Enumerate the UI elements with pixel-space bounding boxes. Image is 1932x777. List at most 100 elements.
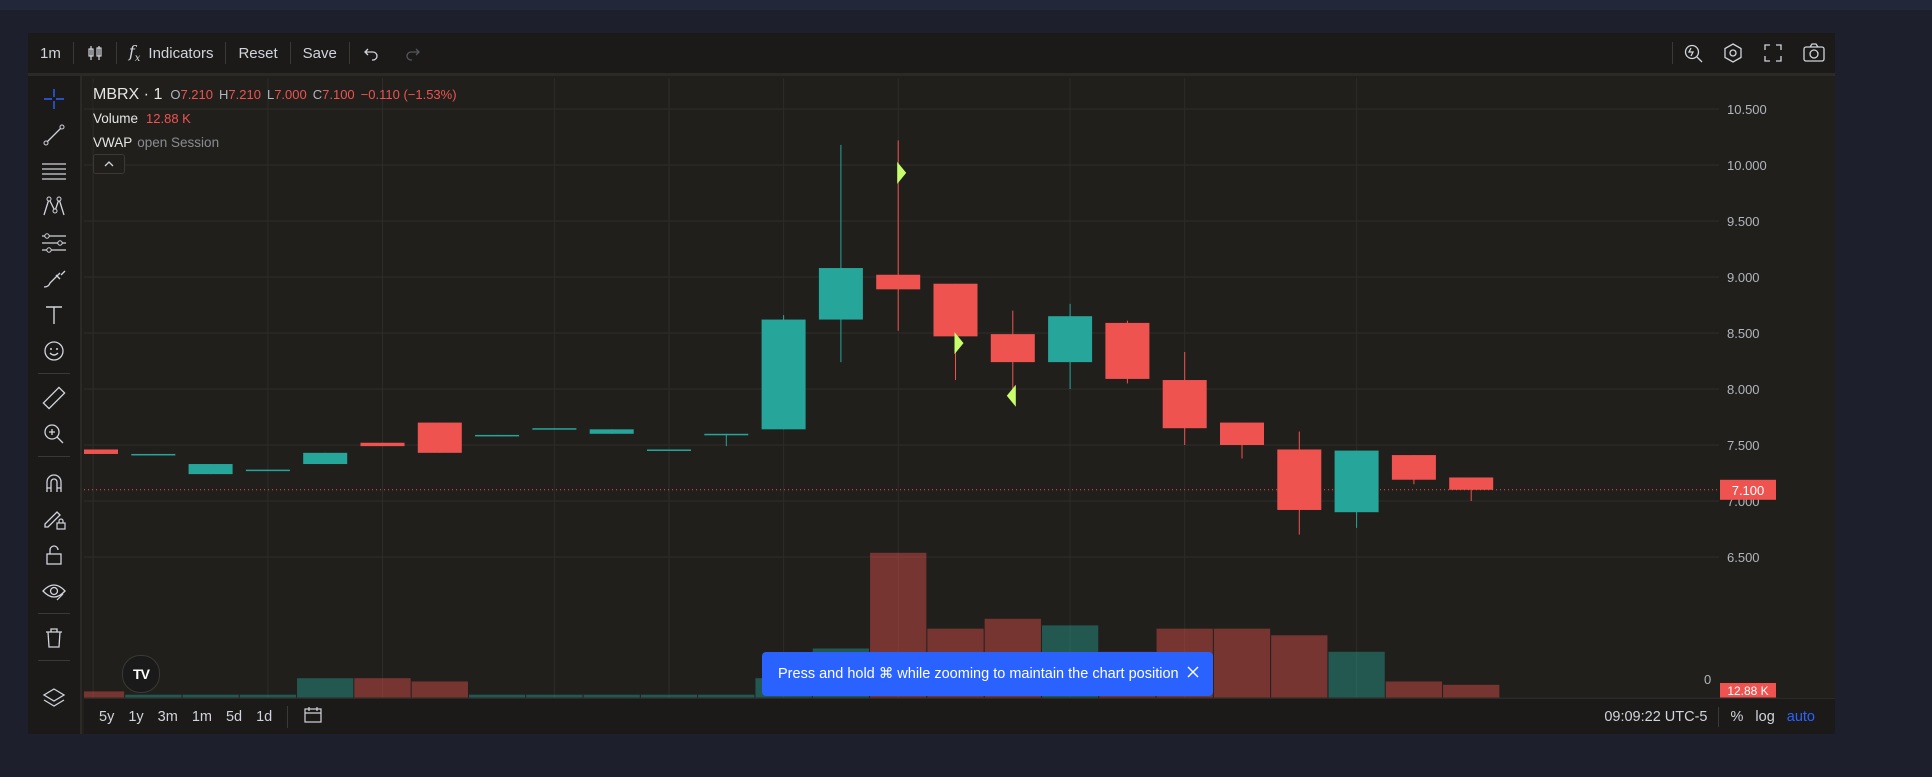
candle (1391, 455, 1436, 485)
bottom-right: 09:09:22 UTC-5 % log auto (1592, 699, 1815, 734)
toolbar-divider (348, 42, 350, 64)
lock-draw-tool[interactable] (40, 505, 68, 533)
log-toggle[interactable]: log (1755, 709, 1775, 725)
magnet-icon (46, 474, 62, 492)
toolbar-divider (38, 373, 70, 374)
legend-open-label: O (170, 87, 181, 102)
price-tick-label: 10.000 (1727, 158, 1767, 173)
projection-tool[interactable] (40, 229, 68, 257)
toolbar-right (1672, 33, 1835, 73)
candle (131, 453, 176, 456)
zoom-tool[interactable] (40, 420, 68, 448)
legend-symbol-row[interactable]: MBRX · 1 O 7.210 H 7.210 L 7.000 C 7.100 −0.… (93, 83, 463, 107)
layers-icon (42, 688, 66, 707)
reset-button[interactable]: Reset (226, 33, 289, 73)
legend-volume-row[interactable]: Volume 12.88 K (93, 107, 463, 131)
range-button-3m[interactable]: 3m (157, 709, 178, 725)
remove-drawings-tool[interactable] (40, 624, 68, 652)
candle (704, 433, 749, 447)
volume-bar (468, 694, 526, 698)
top-strip (0, 0, 1932, 10)
crosshair-tool[interactable] (40, 85, 68, 113)
magnet-tool[interactable] (40, 469, 68, 497)
auto-toggle[interactable]: auto (1786, 709, 1815, 725)
pattern-tool[interactable] (40, 193, 68, 221)
legend-collapse-button[interactable] (93, 154, 125, 174)
fib-tool[interactable] (40, 157, 68, 185)
last-volume-tag-label: 12.88 K (1727, 684, 1768, 698)
settings-button[interactable] (1713, 33, 1753, 73)
quick-search-button[interactable] (1673, 33, 1713, 73)
range-button-1m[interactable]: 1m (191, 709, 212, 725)
crosshair-icon (44, 89, 64, 109)
range-button-5d[interactable]: 5d (225, 709, 243, 725)
tradingview-logo[interactable]: TV (122, 655, 160, 693)
trade-marker (1006, 384, 1016, 407)
eye-icon (42, 584, 66, 601)
price-tick-label: 8.500 (1727, 326, 1760, 341)
candle (1449, 477, 1494, 501)
last-price-tag (1720, 479, 1776, 500)
range-button-5y[interactable]: 5y (99, 709, 115, 725)
candle-body (1449, 477, 1494, 490)
legend-vwap-args: open Session (137, 135, 220, 150)
volume-bar (1328, 651, 1385, 698)
text-icon (46, 306, 62, 324)
price-chart[interactable]: 10.500 10.000 9.500 9.000 8.500 8.000 7.500 7.0… (84, 78, 1779, 698)
trade-marker (954, 332, 964, 355)
clock-time[interactable]: 09:09:22 UTC-5 (1604, 709, 1708, 725)
emoji-tool[interactable] (40, 337, 68, 365)
chart-legend: MBRX · 1 O 7.210 H 7.210 L 7.000 C 7.100 −0.… (93, 83, 463, 155)
candle-body (1277, 449, 1322, 510)
candle (647, 449, 691, 451)
lock-tool[interactable] (40, 541, 68, 569)
candle (990, 310, 1035, 392)
bottom-toolbar: 5y 1y 3m 1m 5d 1d 09:09:22 UTC-5 % log auto (84, 698, 1835, 734)
go-to-date-button[interactable] (296, 706, 330, 728)
candle (589, 429, 634, 434)
candle-body (245, 469, 290, 472)
legend-vwap-row[interactable]: VWAP open Session (93, 131, 463, 155)
legend-high: 7.210 (228, 87, 261, 102)
visibility-tool[interactable] (40, 577, 68, 605)
chart-widget: 1m fx Indicators Reset Save (28, 33, 1835, 734)
brush-tool[interactable] (40, 265, 68, 293)
lock-icon (46, 545, 62, 565)
volume-bar (411, 681, 468, 698)
text-tool[interactable] (40, 301, 68, 329)
price-tick-label: 7.500 (1727, 438, 1760, 453)
ruler-tool[interactable] (40, 384, 68, 412)
candle (1048, 303, 1093, 389)
object-tree-tool[interactable] (40, 684, 68, 712)
snapshot-button[interactable] (1793, 33, 1835, 73)
candle (1334, 450, 1379, 528)
candle (245, 469, 290, 472)
percent-toggle[interactable]: % (1730, 709, 1744, 725)
redo-button[interactable] (392, 33, 434, 73)
toolbar-divider (1672, 42, 1673, 64)
undo-button[interactable] (350, 33, 392, 73)
legend-volume-value: 12.88 K (146, 111, 191, 126)
chart-type-button[interactable] (74, 33, 116, 73)
range-button-1d[interactable]: 1d (256, 709, 273, 725)
candle-body (303, 452, 348, 465)
top-toolbar: 1m fx Indicators Reset Save (28, 33, 1835, 76)
projection-icon (42, 233, 66, 253)
save-button[interactable]: Save (291, 33, 349, 73)
fx-icon: fx (128, 41, 141, 65)
candle (933, 283, 978, 381)
legend-close-label: C (312, 87, 323, 102)
interval-button[interactable]: 1m (28, 33, 73, 73)
legend-high-label: H (219, 87, 229, 102)
candle-body (532, 428, 577, 430)
range-button-1y[interactable]: 1y (128, 709, 144, 725)
fullscreen-button[interactable] (1753, 33, 1793, 73)
candle-body (990, 334, 1035, 363)
tv-logo-icon: TV (133, 666, 150, 682)
price-tick-label: 9.000 (1727, 270, 1760, 285)
legend-vwap-label: VWAP (93, 135, 133, 150)
toast-close-button[interactable] (1183, 662, 1203, 682)
fib-icon (42, 163, 66, 180)
indicators-button[interactable]: fx Indicators (117, 33, 226, 73)
trend-line-tool[interactable] (40, 121, 68, 149)
